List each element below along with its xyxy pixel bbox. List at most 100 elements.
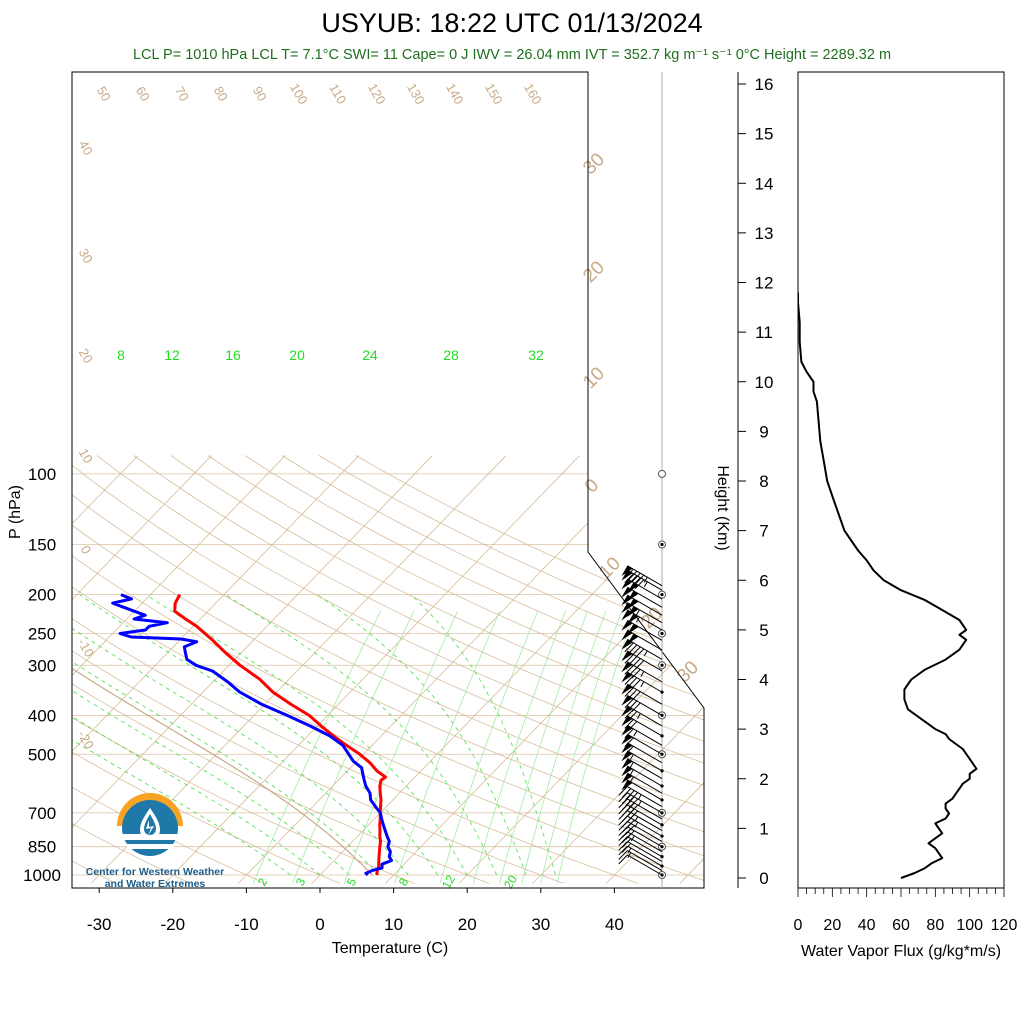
wind-barb-flag <box>624 675 634 685</box>
wind-barb-shaft <box>627 724 663 746</box>
dry-adiabat-label: 100 <box>287 81 311 107</box>
wind-barb-pennant <box>621 779 633 791</box>
mixing-ratio-line <box>472 611 566 884</box>
wind-barb-half-flag <box>629 754 634 760</box>
wind-barb-shaft <box>627 594 663 616</box>
wind-barb-flag <box>618 786 628 796</box>
dry-adiabat-label: 140 <box>443 81 467 107</box>
dry-adiabat-line <box>72 455 704 884</box>
dry-adiabat-line <box>72 455 704 884</box>
dry-adiabat-line <box>72 455 704 884</box>
wind-barb-flag <box>634 579 645 589</box>
wind-barb-shaft <box>627 586 663 608</box>
moist-adiabat-line <box>72 594 380 876</box>
pressure-tick-label: 500 <box>28 745 56 764</box>
cw3e-logo: Center for Western Weather and Water Ext… <box>80 784 230 894</box>
cw3e-logo-mark <box>117 793 183 856</box>
dry-adiabat-line <box>72 455 191 884</box>
wind-barb-shaft <box>627 845 663 867</box>
cw3e-logo-text: Center for Western Weather and Water Ext… <box>80 866 230 890</box>
wind-barb <box>621 750 663 772</box>
wind-barb-shaft <box>627 821 663 842</box>
height-tick-label: 7 <box>759 522 768 541</box>
skew-t-grid <box>72 455 704 884</box>
mixing-ratio-line <box>394 611 501 884</box>
dry-adiabat-label: 110 <box>326 81 349 106</box>
pressure-tick-label: 1000 <box>23 866 61 885</box>
pressure-tick-label: 850 <box>28 838 56 857</box>
dry-adiabat-line <box>244 455 704 884</box>
height-tick-label: 14 <box>755 174 774 193</box>
wind-barb-half-flag <box>629 769 634 775</box>
moist-adiabat-line <box>410 594 556 876</box>
logo-line-2: and Water Extremes <box>104 878 206 890</box>
dry-adiabat-label: 60 <box>133 84 153 104</box>
height-tick-label: 11 <box>755 323 773 342</box>
mixing-ratio-line <box>556 611 636 884</box>
height-tick-label: 8 <box>759 472 768 491</box>
sounding-stats-line: LCL P= 1010 hPa LCL T= 7.1°C SWI= 11 Cap… <box>132 47 892 63</box>
mixing-ratio-label: 24 <box>362 347 378 363</box>
height-tick-label: 16 <box>755 75 774 94</box>
wind-barb <box>621 619 663 641</box>
wind-barb-pennant <box>627 613 639 624</box>
skew-t-frame <box>71 71 705 889</box>
dry-adiabat-line <box>72 455 266 884</box>
wind-barb-pennant <box>621 620 633 631</box>
wind-barb-shaft <box>627 798 663 820</box>
flux-x-axis-label: Water Vapor Flux (g/kg*m/s) <box>801 943 1001 960</box>
wind-barb <box>621 602 663 624</box>
mixing-ratio-label: 8 <box>396 875 412 888</box>
wind-barb-flag <box>621 838 632 848</box>
wind-barb-half-flag <box>627 847 632 854</box>
pressure-tick-label: 150 <box>28 536 56 555</box>
wind-barb-pennant <box>621 734 633 745</box>
wind-barb-flag <box>624 573 634 583</box>
wind-barb-flag <box>621 788 632 798</box>
dry-adiabat-label: 150 <box>482 81 506 107</box>
moist-adiabat-line <box>72 594 409 876</box>
barb-staff-dot <box>660 542 664 547</box>
wind-barb-half-flag <box>637 800 642 807</box>
isotherm-line <box>237 455 654 884</box>
pressure-tick-label: 700 <box>28 804 56 823</box>
page-title: USYUB: 18:22 UTC 01/13/2024 <box>321 8 703 38</box>
wind-barb-half-flag <box>636 713 641 719</box>
dry-adiabat-line <box>207 455 704 884</box>
dry-adiabat-line <box>72 455 341 884</box>
wind-barb-flag <box>625 819 635 830</box>
wind-barb-flag <box>624 719 634 729</box>
wind-barb <box>621 724 663 746</box>
wind-barb-pennant <box>627 606 639 617</box>
isotherm-line <box>164 455 580 884</box>
wind-barb-flag <box>631 577 641 587</box>
wind-barb-flag <box>627 677 638 687</box>
pressure-tick-label: 300 <box>28 656 56 675</box>
dry-adiabat-line <box>318 455 704 884</box>
wind-barb-half-flag <box>634 816 639 823</box>
wind-barb-pennant <box>627 598 639 610</box>
wind-barb-pennant <box>621 750 633 762</box>
wind-barb-flag <box>631 572 641 583</box>
wind-barb-pennant <box>621 578 633 590</box>
wind-barb-flag <box>634 660 645 670</box>
wind-barb-flag <box>618 792 628 803</box>
mixing-ratio-line <box>439 611 539 884</box>
dry-adiabat-line <box>133 455 704 884</box>
wind-barb-shaft <box>627 831 663 853</box>
moist-adiabat-line <box>72 594 321 876</box>
flux-tick-label: 120 <box>991 917 1018 934</box>
wind-barb-pennant <box>627 582 639 593</box>
isotherm-line <box>72 455 360 884</box>
wind-barb-pennant <box>621 650 633 662</box>
isotherm-line <box>458 455 704 884</box>
wind-barb-flag <box>627 721 638 731</box>
mixing-ratio-label: 2 <box>255 875 271 888</box>
height-tick-label: 4 <box>759 671 768 690</box>
pressure-tick-label: 100 <box>28 465 56 484</box>
dewpoint-profile-line <box>111 593 393 877</box>
parcel-path <box>72 532 373 876</box>
wind-barb-flag <box>618 845 628 856</box>
